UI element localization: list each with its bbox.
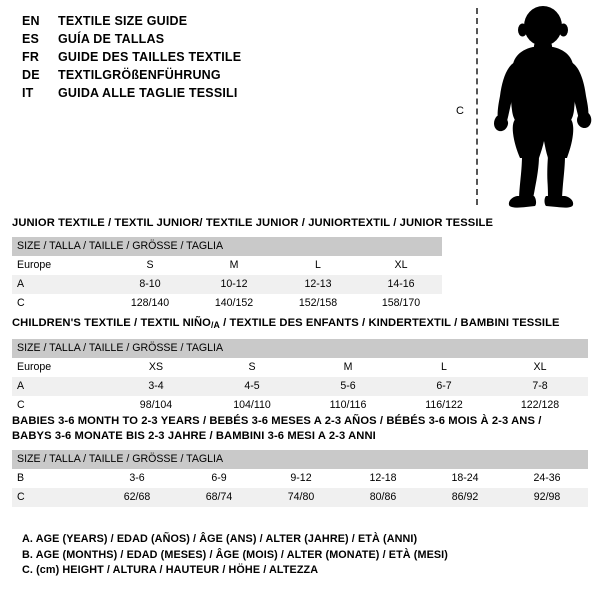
row-label: C (12, 488, 96, 507)
caption-part-sub: /A (210, 319, 220, 330)
cell: XS (108, 357, 204, 377)
table-header-band: SIZE / TALLA / TAILLE / GRÖSSE / TAGLIA (12, 450, 589, 469)
cell: 6-7 (396, 376, 492, 396)
table-row: A 3-4 4-5 5-6 6-7 7-8 (12, 376, 589, 396)
section-childrens-textile: CHILDREN'S TEXTILE / TEXTIL NIÑO/A / TEX… (12, 316, 589, 415)
section-caption-babies-line2: BABYS 3-6 MONATE BIS 2-3 JAHRE / BAMBINI… (12, 430, 376, 442)
language-code-es: ES (22, 32, 40, 46)
cell: 140/152 (192, 294, 276, 313)
language-title-de: TEXTILGRÖßENFÜHRUNG (58, 68, 221, 82)
table-childrens-textile: SIZE / TALLA / TAILLE / GRÖSSE / TAGLIA … (12, 338, 589, 415)
language-row-en: EN TEXTILE SIZE GUIDE (22, 12, 422, 30)
cell: 104/110 (204, 395, 300, 415)
legend-block: A. AGE (YEARS) / EDAD (AÑOS) / ÂGE (ANS)… (22, 532, 542, 579)
table-row: C 98/104 104/110 110/116 116/122 122/128 (12, 395, 589, 415)
cell: 92/98 (506, 488, 589, 507)
table-row: C 62/68 68/74 74/80 80/86 86/92 92/98 (12, 488, 589, 507)
size-band-label: SIZE / TALLA / TAILLE / GRÖSSE / TAGLIA (12, 450, 589, 469)
legend-line-c: C. (cm) HEIGHT / ALTURA / HAUTEUR / HÖHE… (22, 564, 319, 576)
cell: 116/122 (396, 395, 492, 415)
language-title-block: EN TEXTILE SIZE GUIDE ES GUÍA DE TALLAS … (22, 12, 422, 102)
cell: 62/68 (96, 488, 178, 507)
language-row-de: DE TEXTILGRÖßENFÜHRUNG (22, 66, 422, 84)
height-dashed-line-icon (476, 8, 478, 205)
language-title-fr: GUIDE DES TAILLES TEXTILE (58, 50, 242, 64)
cell: 5-6 (300, 376, 396, 396)
language-title-it: GUIDA ALLE TAGLIE TESSILI (58, 86, 238, 100)
language-row-fr: FR GUIDE DES TAILLES TEXTILE (22, 48, 422, 66)
cell: S (108, 256, 192, 275)
language-row-es: ES GUÍA DE TALLAS (22, 30, 422, 48)
table-junior-textile: SIZE / TALLA / TAILLE / GRÖSSE / TAGLIA … (12, 237, 443, 313)
row-label: Europe (12, 256, 108, 275)
height-figure: C (440, 0, 600, 212)
cell: 3-4 (108, 376, 204, 396)
table-row: Europe XS S M L XL (12, 357, 589, 377)
cell: 10-12 (192, 275, 276, 294)
size-band-label: SIZE / TALLA / TAILLE / GRÖSSE / TAGLIA (12, 338, 589, 358)
cell: 68/74 (178, 488, 260, 507)
section-babies-textile: BABIES 3-6 MONTH TO 2-3 YEARS / BEBÉS 3-… (12, 414, 589, 507)
cell: 24-36 (506, 469, 589, 488)
cell: 128/140 (108, 294, 192, 313)
table-header-band: SIZE / TALLA / TAILLE / GRÖSSE / TAGLIA (12, 237, 443, 256)
language-row-it: IT GUIDA ALLE TAGLIE TESSILI (22, 84, 422, 102)
cell: 8-10 (108, 275, 192, 294)
language-code-de: DE (22, 68, 40, 82)
cell: M (300, 357, 396, 377)
cell: L (396, 357, 492, 377)
cell: 110/116 (300, 395, 396, 415)
language-code-fr: FR (22, 50, 40, 64)
language-code-en: EN (22, 14, 40, 28)
cell: 9-12 (260, 469, 342, 488)
cell: 12-13 (276, 275, 360, 294)
cell: 152/158 (276, 294, 360, 313)
language-title-en: TEXTILE SIZE GUIDE (58, 14, 188, 28)
cell: 6-9 (178, 469, 260, 488)
table-row: Europe S M L XL (12, 256, 443, 275)
cell: 80/86 (342, 488, 424, 507)
row-label: C (12, 294, 108, 313)
height-marker-label: C (456, 105, 464, 117)
section-junior-textile: JUNIOR TEXTILE / TEXTIL JUNIOR/ TEXTILE … (12, 216, 494, 313)
table-row: C 128/140 140/152 152/158 158/170 (12, 294, 443, 313)
cell: XL (492, 357, 589, 377)
caption-part-post: / TEXTILE DES ENFANTS / KINDERTEXTIL / B… (219, 317, 560, 329)
cell: 122/128 (492, 395, 589, 415)
table-header-band: SIZE / TALLA / TAILLE / GRÖSSE / TAGLIA (12, 338, 589, 358)
size-band-label: SIZE / TALLA / TAILLE / GRÖSSE / TAGLIA (12, 237, 443, 256)
cell: XL (360, 256, 443, 275)
cell: 7-8 (492, 376, 589, 396)
language-code-it: IT (22, 86, 34, 100)
cell: 86/92 (424, 488, 506, 507)
cell: 74/80 (260, 488, 342, 507)
cell: 98/104 (108, 395, 204, 415)
cell: 158/170 (360, 294, 443, 313)
row-label: C (12, 395, 108, 415)
table-row: B 3-6 6-9 9-12 12-18 18-24 24-36 (12, 469, 589, 488)
legend-line-a: A. AGE (YEARS) / EDAD (AÑOS) / ÂGE (ANS)… (22, 533, 418, 545)
cell: L (276, 256, 360, 275)
language-title-es: GUÍA DE TALLAS (58, 32, 165, 46)
row-label: B (12, 469, 96, 488)
section-caption-babies-line1: BABIES 3-6 MONTH TO 2-3 YEARS / BEBÉS 3-… (12, 415, 542, 427)
section-caption-children: CHILDREN'S TEXTILE / TEXTIL NIÑO/A / TEX… (12, 316, 588, 333)
section-caption-junior: JUNIOR TEXTILE / TEXTIL JUNIOR/ TEXTILE … (12, 217, 494, 229)
cell: S (204, 357, 300, 377)
legend-line-b: B. AGE (MONTHS) / EDAD (MESES) / ÂGE (MO… (22, 548, 448, 561)
cell: 12-18 (342, 469, 424, 488)
row-label: A (12, 275, 108, 294)
caption-part-pre: CHILDREN'S TEXTILE / TEXTIL NIÑO (12, 317, 211, 329)
cell: 4-5 (204, 376, 300, 396)
table-row: A 8-10 10-12 12-13 14-16 (12, 275, 443, 294)
row-label: A (12, 376, 108, 396)
table-babies-textile: SIZE / TALLA / TAILLE / GRÖSSE / TAGLIA … (12, 450, 589, 507)
cell: 3-6 (96, 469, 178, 488)
row-label: Europe (12, 357, 108, 377)
cell: 14-16 (360, 275, 443, 294)
toddler-silhouette-icon (494, 6, 592, 208)
cell: 18-24 (424, 469, 506, 488)
cell: M (192, 256, 276, 275)
